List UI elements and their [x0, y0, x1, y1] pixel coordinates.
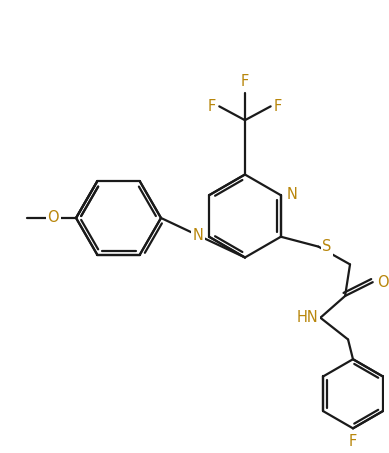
- Text: F: F: [273, 99, 282, 114]
- Text: F: F: [208, 99, 216, 114]
- Text: O: O: [377, 275, 388, 289]
- Text: F: F: [241, 73, 249, 89]
- Text: N: N: [192, 228, 203, 243]
- Text: F: F: [349, 434, 357, 449]
- Text: S: S: [322, 239, 332, 254]
- Text: N: N: [192, 228, 203, 243]
- Text: N: N: [287, 187, 298, 202]
- Text: O: O: [47, 211, 59, 226]
- Text: N: N: [287, 187, 298, 202]
- Text: HN: HN: [297, 310, 319, 325]
